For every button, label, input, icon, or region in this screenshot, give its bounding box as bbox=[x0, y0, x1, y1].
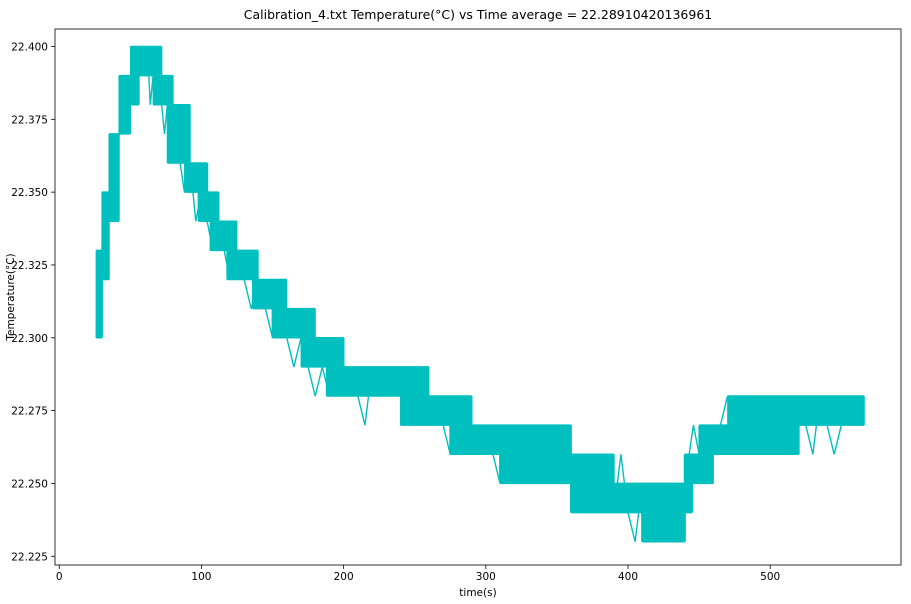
y-tick-label: 22.225 bbox=[11, 551, 48, 563]
y-axis-label: Temperature(°C) bbox=[5, 253, 17, 341]
x-tick-label: 400 bbox=[618, 571, 638, 583]
y-tick-label: 22.350 bbox=[11, 187, 48, 199]
series-noise-band bbox=[226, 249, 259, 281]
series-noise-band bbox=[197, 191, 220, 223]
x-axis: 0 100 200 300 400 500 bbox=[56, 565, 780, 583]
y-tick-label: 22.300 bbox=[11, 333, 48, 345]
y-tick-label: 22.400 bbox=[11, 41, 48, 53]
series-noise-band bbox=[569, 482, 694, 514]
series-noise-band bbox=[300, 337, 345, 368]
series-noise-band bbox=[166, 103, 191, 164]
series-noise-band bbox=[641, 511, 686, 543]
y-tick-label: 22.250 bbox=[11, 478, 48, 490]
series-noise-band bbox=[184, 162, 209, 193]
series-noise-band bbox=[108, 133, 120, 223]
x-tick-label: 0 bbox=[56, 571, 63, 583]
series-noise-band bbox=[449, 424, 572, 456]
x-axis-label: time(s) bbox=[459, 587, 496, 599]
x-tick-label: 200 bbox=[334, 571, 354, 583]
series-noise-band bbox=[95, 249, 103, 339]
y-tick-label: 22.375 bbox=[11, 114, 48, 126]
series-noise-band bbox=[252, 278, 288, 310]
plot-area bbox=[55, 29, 901, 565]
series-noise-band bbox=[209, 220, 238, 252]
series-noise-band bbox=[101, 191, 110, 281]
series-noise-band bbox=[325, 366, 430, 397]
series-noise-band bbox=[683, 453, 714, 485]
series-noise-band bbox=[271, 307, 316, 339]
chart-title: Calibration_4.txt Temperature(°C) vs Tim… bbox=[244, 7, 713, 22]
x-tick-label: 500 bbox=[760, 571, 780, 583]
y-axis: 22.225 22.250 22.275 22.300 22.325 22.350 22.3… bbox=[11, 41, 55, 563]
series-noise-band bbox=[698, 424, 800, 456]
x-tick-label: 300 bbox=[476, 571, 496, 583]
series-noise-band bbox=[138, 45, 163, 77]
series-noise-band bbox=[499, 453, 615, 485]
x-tick-label: 100 bbox=[191, 571, 211, 583]
y-tick-label: 22.325 bbox=[11, 260, 48, 272]
series-noise-band bbox=[118, 74, 132, 135]
series-noise-band bbox=[399, 395, 473, 426]
y-tick-label: 22.275 bbox=[11, 406, 48, 418]
series-layer bbox=[95, 45, 865, 543]
series-noise-band bbox=[727, 395, 865, 426]
series-noise-band bbox=[129, 45, 140, 106]
series-noise-band bbox=[152, 74, 174, 106]
plot-frame bbox=[54, 28, 902, 566]
